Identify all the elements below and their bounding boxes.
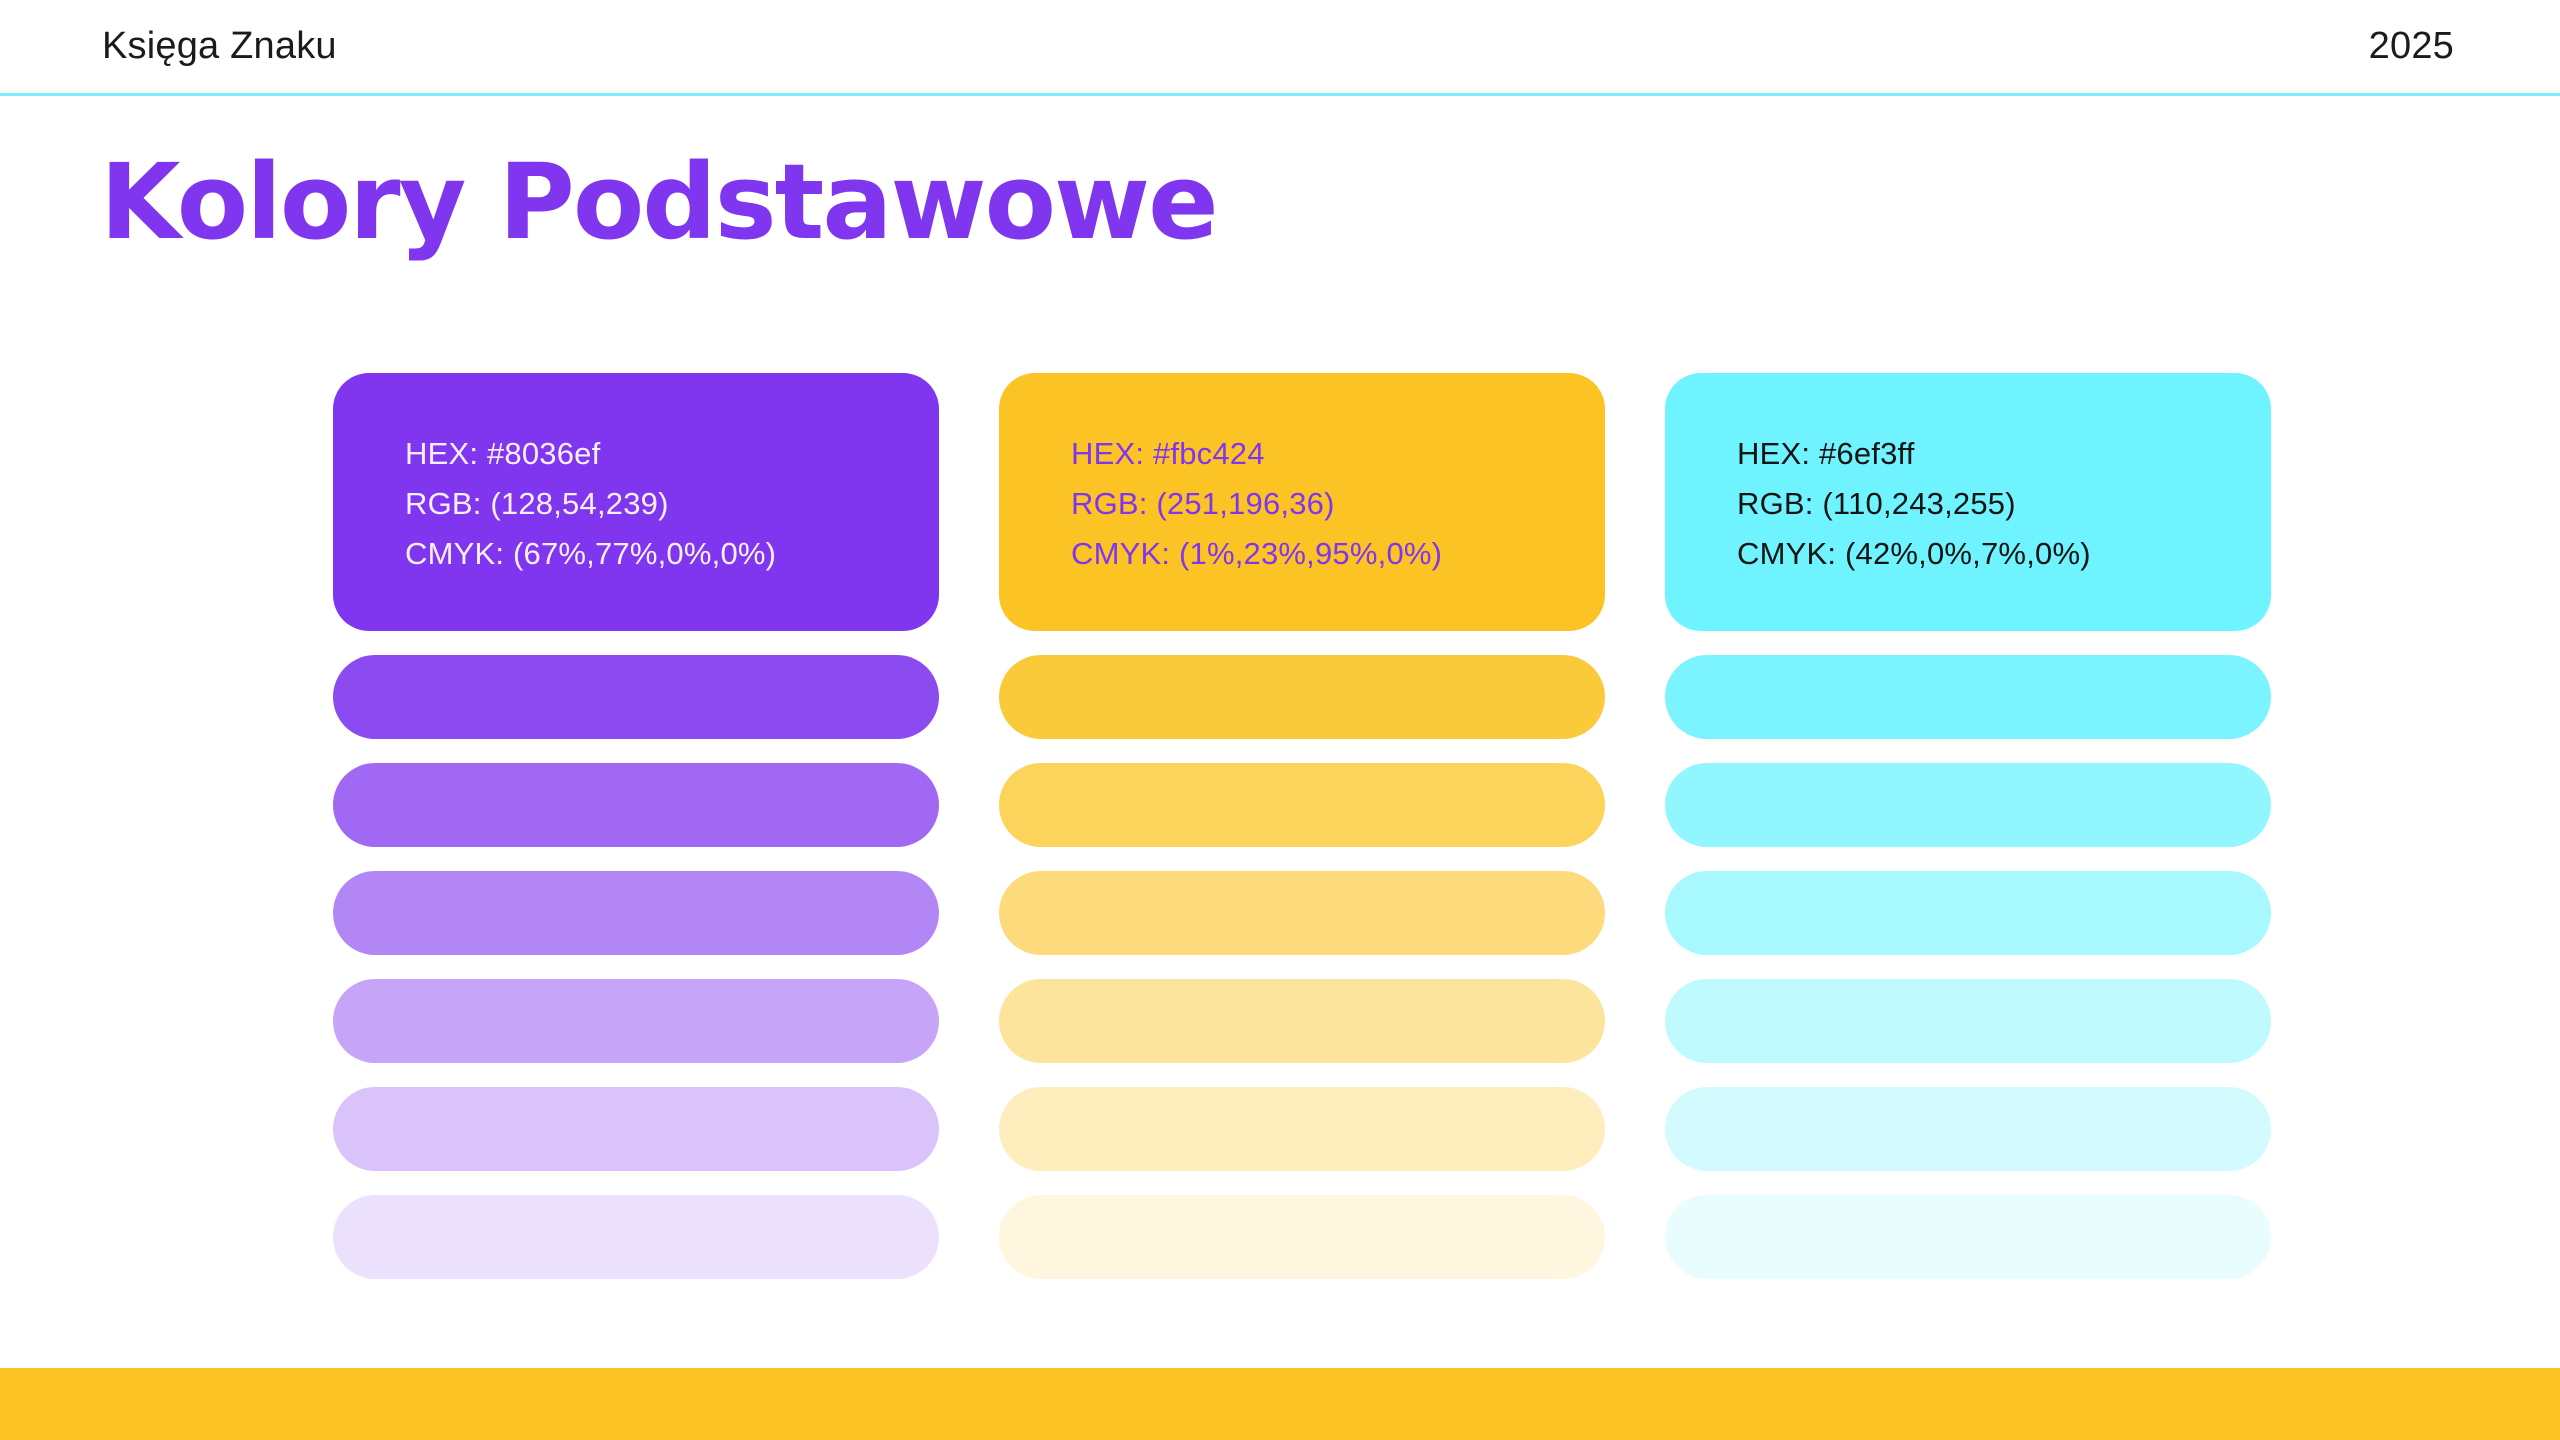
color-card-purple: HEX: #8036ef RGB: (128,54,239) CMYK: (67… [333,373,939,631]
color-rgb-line: RGB: (110,243,255) [1737,486,2016,521]
page-header: Księga Znaku 2025 [0,0,2560,96]
tint-pill [999,1087,1605,1171]
tint-pill [333,655,939,739]
tint-pill [333,1087,939,1171]
color-hex-line: HEX: #8036ef [405,436,601,471]
tint-pill [999,1195,1605,1279]
tint-pill [333,871,939,955]
color-hex-line: HEX: #fbc424 [1071,436,1265,471]
color-rgb-line: RGB: (251,196,36) [1071,486,1335,521]
color-cmyk-line: CMYK: (42%,0%,7%,0%) [1737,536,2091,571]
footer-accent-bar [0,1368,2560,1440]
tint-pill [333,979,939,1063]
tint-pill [999,871,1605,955]
tint-pill [999,979,1605,1063]
tint-pill [1665,1087,2271,1171]
tint-pill [999,655,1605,739]
tint-pill [1665,871,2271,955]
swatch-column-cyan: HEX: #6ef3ff RGB: (110,243,255) CMYK: (4… [1665,373,2271,1279]
swatch-column-purple: HEX: #8036ef RGB: (128,54,239) CMYK: (67… [333,373,939,1279]
header-year: 2025 [2368,25,2454,67]
tint-pill [1665,655,2271,739]
color-swatch-row: HEX: #8036ef RGB: (128,54,239) CMYK: (67… [333,373,2271,1279]
tint-pill [1665,1195,2271,1279]
tint-pill [333,1195,939,1279]
color-hex-line: HEX: #6ef3ff [1737,436,1915,471]
color-cmyk-line: CMYK: (1%,23%,95%,0%) [1071,536,1443,571]
tint-pill [1665,763,2271,847]
color-card-yellow: HEX: #fbc424 RGB: (251,196,36) CMYK: (1%… [999,373,1605,631]
color-cmyk-line: CMYK: (67%,77%,0%,0%) [405,536,777,571]
color-card-cyan: HEX: #6ef3ff RGB: (110,243,255) CMYK: (4… [1665,373,2271,631]
tint-pill [999,763,1605,847]
color-rgb-line: RGB: (128,54,239) [405,486,669,521]
document-title: Księga Znaku [102,25,337,67]
swatch-column-yellow: HEX: #fbc424 RGB: (251,196,36) CMYK: (1%… [999,373,1605,1279]
tint-pill [333,763,939,847]
tint-pill [1665,979,2271,1063]
page-title: Kolory Podstawowe [100,141,1219,263]
